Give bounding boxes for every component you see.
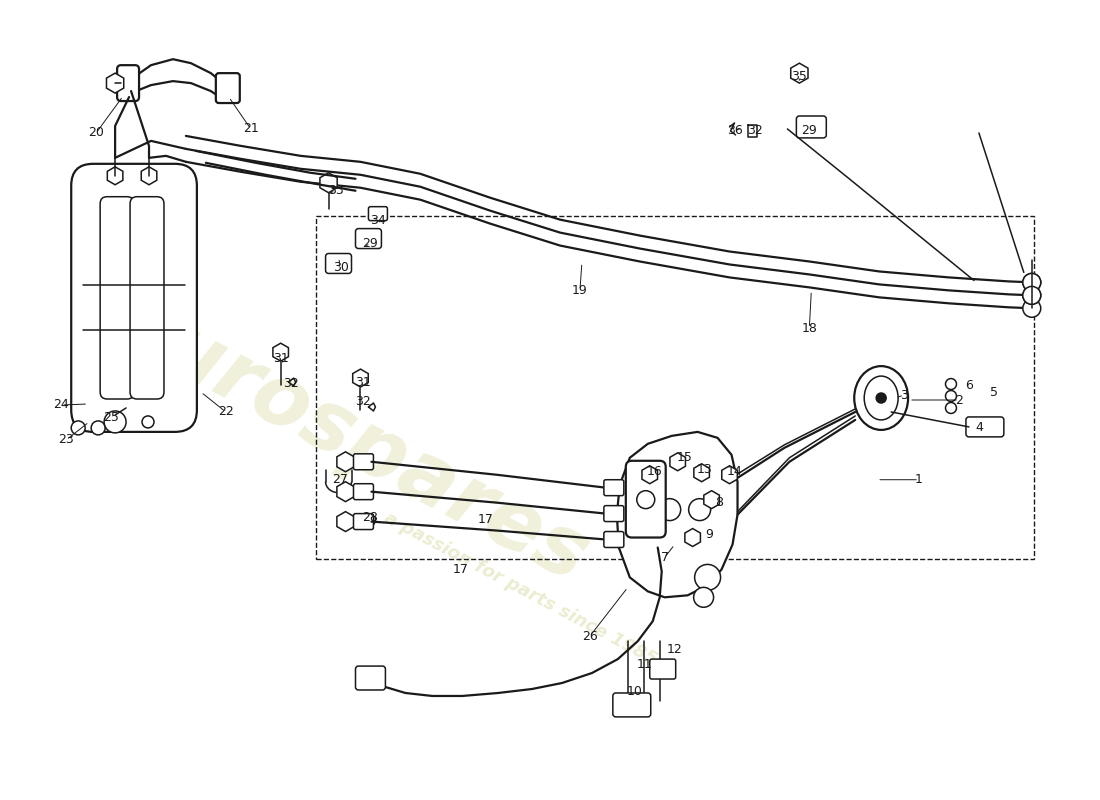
- FancyBboxPatch shape: [216, 73, 240, 103]
- FancyBboxPatch shape: [604, 480, 624, 496]
- Text: 2: 2: [955, 394, 962, 406]
- Circle shape: [1023, 274, 1041, 291]
- FancyBboxPatch shape: [353, 514, 373, 530]
- Text: 10: 10: [627, 686, 642, 698]
- Circle shape: [694, 565, 720, 590]
- Text: 12: 12: [667, 642, 683, 656]
- FancyBboxPatch shape: [650, 659, 675, 679]
- Text: 26: 26: [582, 630, 597, 642]
- Circle shape: [659, 498, 681, 521]
- Text: 5: 5: [990, 386, 998, 398]
- Text: 30: 30: [332, 261, 349, 274]
- Text: 29: 29: [363, 237, 378, 250]
- FancyBboxPatch shape: [966, 417, 1004, 437]
- Text: 13: 13: [696, 463, 713, 476]
- Text: 27: 27: [332, 474, 349, 486]
- Text: 32: 32: [747, 125, 762, 138]
- FancyBboxPatch shape: [355, 229, 382, 249]
- FancyBboxPatch shape: [72, 164, 197, 432]
- Text: 34: 34: [371, 214, 386, 227]
- FancyBboxPatch shape: [604, 531, 624, 547]
- FancyBboxPatch shape: [355, 666, 385, 690]
- Text: 7: 7: [661, 551, 669, 564]
- Circle shape: [142, 416, 154, 428]
- Text: 16: 16: [647, 466, 662, 478]
- Circle shape: [637, 490, 654, 509]
- FancyBboxPatch shape: [613, 693, 651, 717]
- Text: 14: 14: [727, 466, 742, 478]
- Circle shape: [946, 402, 957, 414]
- Text: 17: 17: [452, 563, 469, 576]
- Text: 4: 4: [975, 422, 983, 434]
- Text: 33: 33: [328, 184, 343, 198]
- Text: 15: 15: [676, 451, 693, 464]
- Text: 24: 24: [54, 398, 69, 411]
- FancyBboxPatch shape: [100, 197, 134, 399]
- Circle shape: [1023, 299, 1041, 318]
- FancyBboxPatch shape: [130, 197, 164, 399]
- Text: 28: 28: [363, 511, 378, 524]
- Text: 22: 22: [218, 406, 233, 418]
- Polygon shape: [617, 432, 737, 598]
- FancyBboxPatch shape: [353, 454, 373, 470]
- Text: 31: 31: [273, 352, 288, 365]
- FancyBboxPatch shape: [796, 116, 826, 138]
- Text: 19: 19: [572, 284, 587, 297]
- Text: 3: 3: [900, 389, 908, 402]
- Circle shape: [104, 411, 126, 433]
- Text: 31: 31: [354, 375, 371, 389]
- FancyBboxPatch shape: [117, 65, 139, 101]
- Text: 32: 32: [354, 395, 371, 409]
- Text: 8: 8: [716, 496, 724, 509]
- FancyBboxPatch shape: [604, 506, 624, 522]
- Circle shape: [1023, 274, 1041, 291]
- Circle shape: [1023, 286, 1041, 304]
- Text: 36: 36: [727, 125, 742, 138]
- Circle shape: [1023, 286, 1041, 304]
- Text: 9: 9: [706, 528, 714, 541]
- Circle shape: [946, 390, 957, 402]
- Text: 20: 20: [88, 126, 104, 139]
- Ellipse shape: [865, 376, 898, 420]
- FancyBboxPatch shape: [326, 254, 352, 274]
- Bar: [316, 216, 1034, 559]
- Text: 1: 1: [915, 474, 923, 486]
- Text: 21: 21: [243, 122, 258, 135]
- Text: 35: 35: [791, 70, 807, 82]
- FancyBboxPatch shape: [368, 206, 387, 221]
- Circle shape: [72, 421, 85, 435]
- FancyBboxPatch shape: [626, 461, 666, 538]
- Text: 17: 17: [477, 513, 493, 526]
- Circle shape: [694, 587, 714, 607]
- Text: a passion for parts since 1985: a passion for parts since 1985: [381, 510, 660, 669]
- FancyBboxPatch shape: [353, 484, 373, 500]
- Text: 32: 32: [283, 377, 298, 390]
- Text: eurospares: eurospares: [99, 280, 602, 599]
- Circle shape: [91, 421, 106, 435]
- Text: 6: 6: [965, 378, 972, 391]
- Circle shape: [946, 378, 957, 390]
- Text: 25: 25: [103, 411, 119, 425]
- Text: 23: 23: [58, 434, 74, 446]
- Text: 29: 29: [802, 125, 817, 138]
- Ellipse shape: [855, 366, 909, 430]
- Text: 11: 11: [637, 658, 652, 670]
- Circle shape: [877, 393, 887, 403]
- Circle shape: [689, 498, 711, 521]
- Text: 18: 18: [802, 322, 817, 334]
